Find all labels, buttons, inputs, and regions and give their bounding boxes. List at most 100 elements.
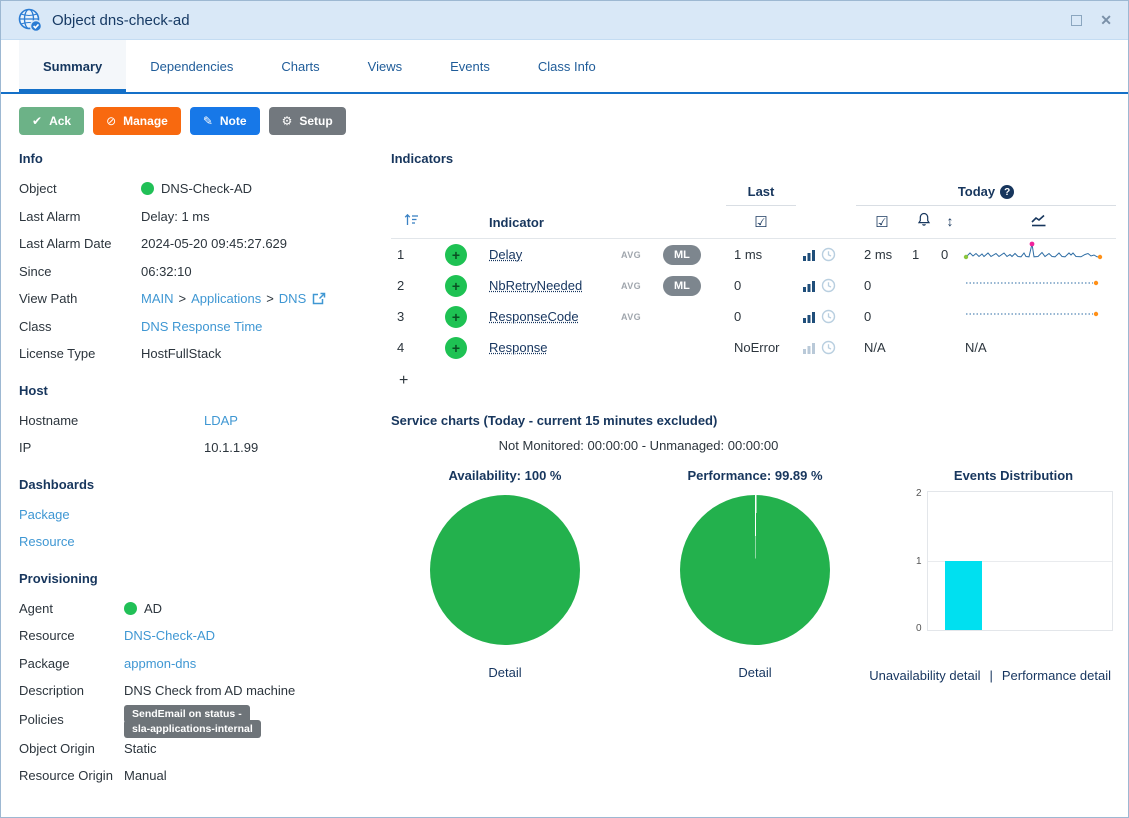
today-value: N/A [864,340,886,355]
y-axis-tick: 1 [915,556,922,567]
host-title: Host [19,382,48,398]
indicator-link-delay[interactable]: Delay [489,246,523,262]
indicators-column-header: Indicator ☑ ☑ ↕ [391,206,1116,239]
sparkline-na: N/A [965,340,987,355]
y-axis-tick: 0 [915,623,922,634]
info-row-since: Since 06:32:10 [19,258,385,286]
performance-detail-link[interactable]: Performance detail [1001,668,1111,683]
tab-views[interactable]: Views [367,58,403,74]
view-path-link-dns[interactable]: DNS [278,291,307,307]
bar-chart-icon[interactable] [802,341,816,355]
add-indicator-button[interactable]: + [399,372,409,389]
events-distribution-title: Events Distribution [953,468,1074,483]
performance-title: Performance: 99.89 % [687,468,823,483]
ack-button[interactable]: ✔ Ack [19,107,85,135]
provisioning-section: Provisioning Agent AD Resource DNS-Check… [19,571,385,790]
dashboard-link-row: Resource [19,528,385,556]
bell-icon [908,212,939,232]
expand-indicator-button[interactable]: + [445,305,467,328]
external-link-icon[interactable] [312,292,326,305]
info-section: Info Object DNS-Check-AD Last Alarm Dela… [19,151,385,368]
performance-detail-link-pie[interactable]: Detail [738,665,772,680]
window-title: Object dns-check-ad [52,11,190,29]
indicator-row: 4 + Response NoError N/A N/A [391,332,1116,363]
detail-links: Unavailability detail | Performance detail [869,668,1111,683]
last-value: 0 [734,309,742,324]
clock-icon[interactable] [821,247,836,262]
availability-detail-link[interactable]: Detail [488,665,522,680]
info-row-view-path: View Path MAIN > Applications > DNS [19,285,385,313]
tab-events[interactable]: Events [450,58,490,74]
indicator-link-nbretryneeded[interactable]: NbRetryNeeded [489,277,583,293]
resource-label: Resource [19,628,75,644]
policy-badge[interactable]: SendEmail on status - [124,704,250,723]
sparkline-delay [961,241,1116,268]
provisioning-title: Provisioning [19,570,98,586]
object-value: DNS-Check-AD [141,181,252,196]
today-other-count: 0 [941,247,949,262]
today-value: 0 [864,278,872,293]
note-button[interactable]: ✎ Note [189,107,260,135]
view-path-link-applications[interactable]: Applications [191,291,262,307]
help-icon[interactable]: ? [1000,185,1015,199]
bar-chart-icon[interactable] [802,279,816,293]
object-name: DNS-Check-AD [161,181,253,197]
pencil-icon: ✎ [202,114,213,128]
row-number: 1 [397,247,405,262]
tab-class-info[interactable]: Class Info [537,58,596,74]
indicators-group-header: Last Today? [391,175,1116,206]
prov-row-description: Description DNS Check from AD machine [19,677,385,705]
sort-icon[interactable] [391,212,431,232]
package-link[interactable]: appmon-dns [124,655,197,671]
unavailability-detail-link[interactable]: Unavailability detail [869,668,981,683]
indicator-link-response[interactable]: Response [489,339,548,355]
row-number: 4 [397,340,405,355]
agent-label: Agent [19,600,53,616]
hostname-link[interactable]: LDAP [204,412,238,428]
sparkline-flat [961,272,1116,299]
expand-indicator-button[interactable]: + [445,274,467,297]
expand-indicator-button[interactable]: + [445,243,467,266]
close-icon[interactable]: ✕ [1100,12,1112,28]
host-section: Host Hostname LDAP IP 10.1.1.99 [19,383,385,462]
last-value: 0 [734,278,742,293]
info-row-last-alarm-date: Last Alarm Date 2024-05-20 09:45:27.629 [19,230,385,258]
manage-button[interactable]: ⊘ Manage [93,107,181,135]
prov-row-resource-origin: Resource Origin Manual [19,762,385,790]
clock-icon[interactable] [821,309,836,324]
clock-icon[interactable] [821,278,836,293]
view-path-link-main[interactable]: MAIN [141,291,174,307]
tab-charts[interactable]: Charts [281,58,320,74]
agent-value: AD [124,601,162,616]
tab-dependencies[interactable]: Dependencies [150,58,234,74]
resource-link[interactable]: DNS-Check-AD [124,628,216,644]
action-toolbar: ✔ Ack ⊘ Manage ✎ Note ⚙ Setup [19,107,1128,135]
class-link[interactable]: DNS Response Time [141,318,263,334]
bar-chart-icon[interactable] [802,248,816,262]
tab-summary[interactable]: Summary [19,40,127,92]
gridline [927,561,1112,562]
indicator-link-responsecode[interactable]: ResponseCode [489,308,579,324]
gear-icon: ⚙ [281,114,293,128]
links-separator: | [989,668,993,683]
ml-badge[interactable]: ML [663,275,701,296]
expand-indicator-button[interactable]: + [445,336,467,359]
tab-bar: Summary Dependencies Charts Views Events… [1,40,1128,94]
status-dot-icon [141,182,154,196]
indicator-row: 1 + Delay AVG ML 1 ms 2 ms 1 0 [391,239,1116,270]
ml-badge[interactable]: ML [663,244,701,265]
class-label: Class [19,318,52,334]
host-row-ip: IP 10.1.1.99 [19,434,385,462]
today-checkbox-icon: ☑ [875,213,889,231]
maximize-icon[interactable] [1071,14,1083,26]
dashboard-package-link[interactable]: Package [19,506,70,522]
info-row-class: Class DNS Response Time [19,313,385,341]
setup-button[interactable]: ⚙ Setup [268,107,346,135]
info-row-object: Object DNS-Check-AD [19,175,385,203]
policy-badge[interactable]: sla-applications-internal [124,719,261,738]
clock-icon[interactable] [821,340,836,355]
indicator-column-label: Indicator [489,214,544,230]
bar-chart-icon[interactable] [802,310,816,324]
dashboard-resource-link[interactable]: Resource [19,534,75,550]
policies-label: Policies [19,712,64,727]
